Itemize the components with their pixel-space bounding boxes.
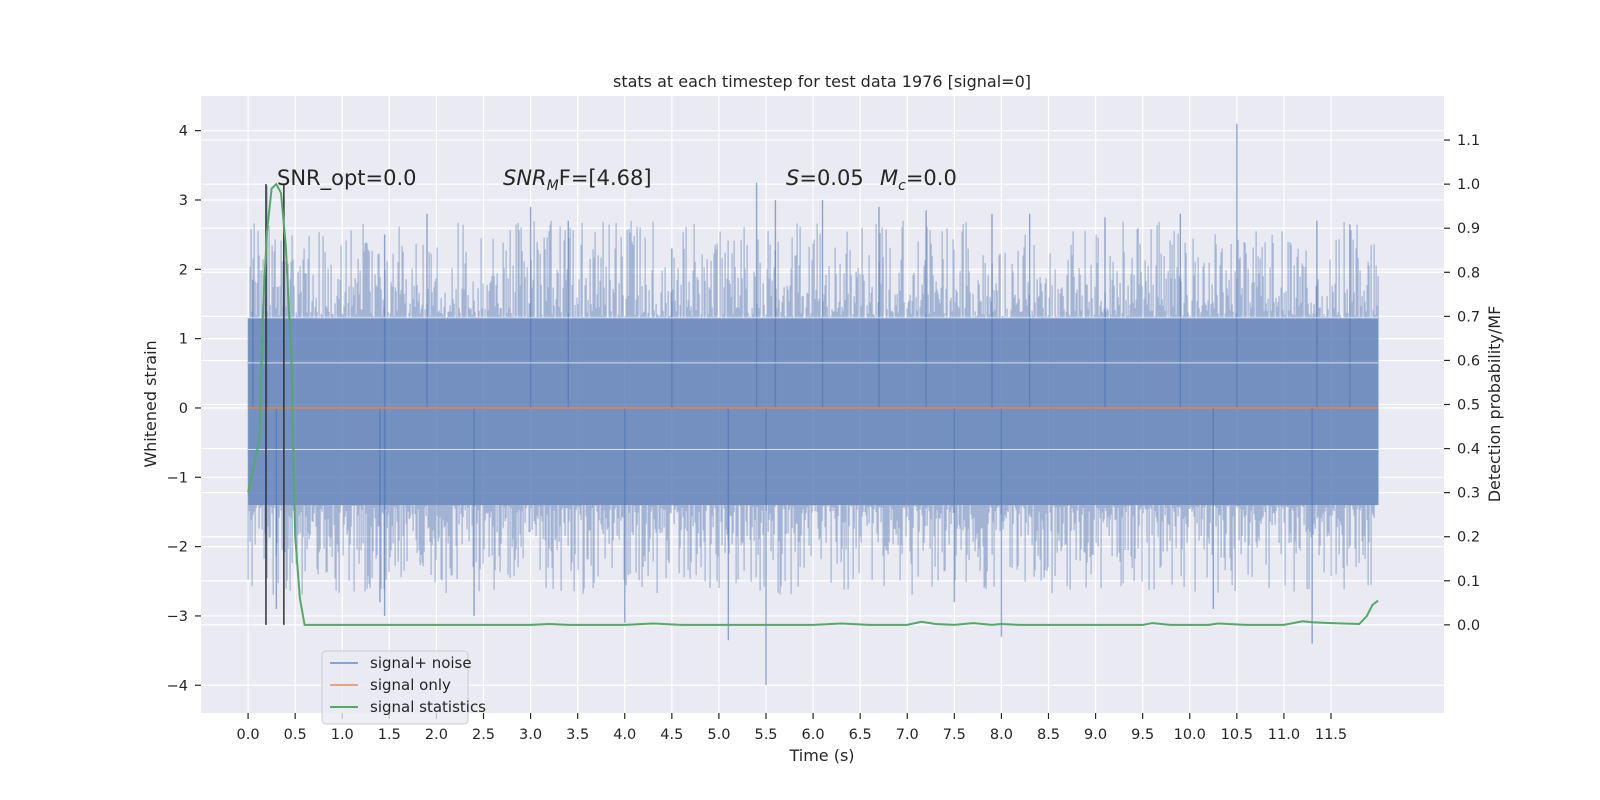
x-tick-label: 0.5 — [284, 727, 307, 743]
y-tick-label: −2 — [167, 540, 188, 556]
x-tick-label: 7.0 — [896, 727, 919, 743]
x-tick-label: 9.0 — [1084, 727, 1107, 743]
y2-tick-label: 0.1 — [1457, 574, 1480, 590]
x-tick-label: 0.0 — [237, 727, 260, 743]
x-tick-label: 10.0 — [1174, 727, 1206, 743]
x-tick-label: 6.5 — [849, 727, 872, 743]
y2-tick-label: 1.1 — [1457, 133, 1480, 149]
noise-dense-band — [248, 317, 1379, 506]
mc-rest: =0.0 — [906, 166, 957, 190]
x-tick-label: 11.0 — [1268, 727, 1300, 743]
y2-tick-label: 0.3 — [1457, 486, 1480, 502]
y2-axis-title: Detection probability/MF — [1485, 306, 1504, 503]
snr-opt-annotation: SNR_opt=0.0 — [277, 166, 417, 191]
y-axis-title: Whitened strain — [141, 340, 160, 467]
y2-tick-label: 0.7 — [1457, 309, 1480, 325]
x-axis-ticks: 0.0 0.5 1.0 1.5 2.0 2.5 3.0 3.5 4.0 4.5 5.0 5.5 6.0 6… — [237, 713, 1347, 743]
legend: signal+ noise signal only signal statist… — [321, 650, 486, 725]
snr-mf-rest: F=[4.68] — [559, 166, 652, 190]
y2-tick-label: 0.5 — [1457, 398, 1480, 414]
y-tick-label: 1 — [179, 332, 188, 348]
x-tick-label: 8.0 — [990, 727, 1013, 743]
signal-statistics-series — [247, 182, 1379, 626]
mc-annotation: Mc=0.0 — [880, 166, 957, 194]
x-tick-label: 2.0 — [425, 727, 448, 743]
x-tick-label: 4.5 — [660, 727, 683, 743]
y2-tick-label: 0.4 — [1457, 442, 1480, 458]
snr-mf-sub: M — [547, 178, 559, 194]
legend-label-statistics: signal statistics — [370, 698, 486, 716]
y-tick-label: 2 — [179, 262, 188, 278]
y-tick-label: −4 — [167, 678, 188, 694]
chart-title: stats at each timestep for test data 197… — [613, 72, 1031, 91]
y2-axis-ticks: 0.0 0.1 0.2 0.3 0.4 0.5 0.6 0.7 0.8 0.9 1.0 1.1 — [1444, 133, 1480, 634]
y2-tick-label: 0.2 — [1457, 530, 1480, 546]
y2-tick-label: 0.9 — [1457, 221, 1480, 237]
x-tick-label: 9.5 — [1131, 727, 1154, 743]
snr-mf-annotation: SNRMF=[4.68] — [503, 166, 652, 194]
mc-main: M — [880, 166, 898, 190]
signal-noise-series — [247, 123, 1379, 686]
x-tick-label: 3.5 — [566, 727, 589, 743]
snr-mf-main: SNR — [503, 166, 547, 190]
x-tick-label: 1.5 — [378, 727, 401, 743]
y2-tick-label: 0.0 — [1457, 618, 1480, 634]
x-tick-label: 3.0 — [519, 727, 542, 743]
y-tick-label: 4 — [179, 124, 188, 140]
y-tick-label: 0 — [179, 401, 188, 417]
y-tick-label: −3 — [167, 609, 188, 625]
y-tick-label: −1 — [167, 470, 188, 486]
x-tick-label: 5.5 — [754, 727, 777, 743]
x-tick-label: 10.5 — [1221, 727, 1253, 743]
x-tick-label: 6.0 — [802, 727, 825, 743]
y2-tick-label: 1.0 — [1457, 177, 1480, 193]
mc-sub: c — [898, 178, 906, 194]
x-tick-label: 2.5 — [472, 727, 495, 743]
x-tick-label: 11.5 — [1315, 727, 1347, 743]
s-rest: =0.05 — [799, 166, 863, 190]
y2-tick-label: 0.8 — [1457, 265, 1480, 281]
s-annotation: S=0.05 — [786, 166, 864, 190]
x-tick-label: 1.0 — [331, 727, 354, 743]
y2-tick-label: 0.6 — [1457, 353, 1480, 369]
legend-label-noise: signal+ noise — [370, 654, 472, 672]
y-tick-label: 3 — [179, 193, 188, 209]
x-tick-label: 5.0 — [707, 727, 730, 743]
x-tick-label: 4.0 — [613, 727, 636, 743]
x-tick-label: 8.5 — [1037, 727, 1060, 743]
legend-label-signal-only: signal only — [370, 676, 451, 694]
y-axis-ticks: −4 −3 −2 −1 0 1 2 3 4 — [167, 124, 201, 694]
x-axis-title: Time (s) — [788, 746, 854, 765]
x-tick-label: 7.5 — [943, 727, 966, 743]
legend-box — [321, 650, 469, 725]
s-main: S — [786, 166, 799, 190]
